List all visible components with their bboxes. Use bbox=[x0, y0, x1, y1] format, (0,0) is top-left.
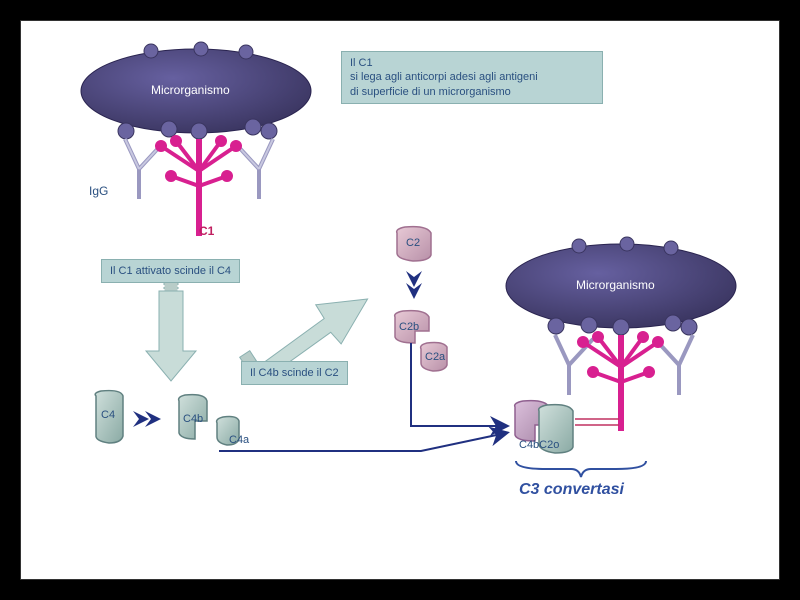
label-c4: C4 bbox=[101, 409, 115, 421]
arrow-c4-split bbox=[133, 411, 161, 427]
label-igg: IgG bbox=[89, 184, 108, 198]
diagram-svg bbox=[21, 21, 781, 581]
label-c4bc2: C4bC2o bbox=[519, 439, 559, 451]
label-c4a: C4a bbox=[229, 434, 249, 446]
antibody-right-2 bbox=[655, 335, 693, 395]
textbox-main: Il C1 si lega agli anticorpi adesi agli … bbox=[341, 51, 603, 104]
textbox-main-line1: Il C1 bbox=[350, 57, 373, 69]
c1-complex-1 bbox=[157, 137, 240, 236]
antibody-left-2 bbox=[555, 335, 593, 395]
label-c2: C2 bbox=[406, 237, 420, 249]
arrow-c1-to-c4 bbox=[146, 279, 196, 381]
arrow-c4b-to-complex bbox=[219, 433, 506, 451]
label-micro1: Microrganismo bbox=[151, 83, 230, 97]
textbox-c4bc2-text: Il C4b scinde il C2 bbox=[250, 367, 339, 379]
textbox-main-line2: si lega agli anticorpi adesi agli antige… bbox=[350, 71, 538, 83]
textbox-c1c4: Il C1 attivato scinde il C4 bbox=[101, 259, 240, 283]
label-c2a: C2a bbox=[425, 351, 445, 363]
textbox-main-line3: di superficie di un microrganismo bbox=[350, 86, 511, 98]
antibody-left-1 bbox=[125, 139, 163, 199]
antibody-right-1 bbox=[235, 139, 273, 199]
label-result: C3 convertasi bbox=[519, 481, 624, 499]
label-c4b: C4b bbox=[183, 413, 203, 425]
connector-lines bbox=[575, 419, 619, 425]
textbox-c4bc2: Il C4b scinde il C2 bbox=[241, 361, 348, 385]
arrow-c2-split bbox=[406, 271, 422, 299]
label-c1: C1 bbox=[199, 224, 214, 238]
textbox-c1c4-text: Il C1 attivato scinde il C4 bbox=[110, 265, 231, 277]
diagram-canvas: Il C1 si lega agli anticorpi adesi agli … bbox=[20, 20, 780, 580]
brace-icon bbox=[516, 461, 646, 477]
c1-complex-2 bbox=[579, 333, 662, 431]
label-micro2: Microrganismo bbox=[576, 278, 655, 292]
label-c2b: C2b bbox=[399, 321, 419, 333]
